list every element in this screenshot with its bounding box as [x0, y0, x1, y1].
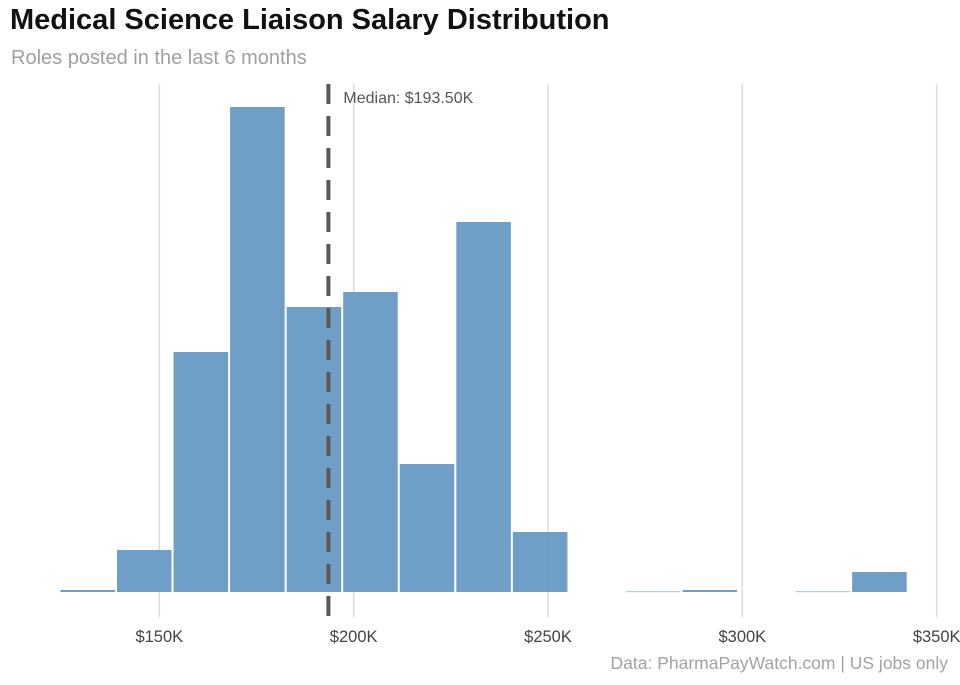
histogram-bar [852, 572, 907, 592]
histogram-bar [286, 307, 342, 592]
x-tick-label: $300K [718, 628, 766, 646]
histogram-bar [60, 590, 115, 592]
histogram-bar [173, 352, 229, 592]
chart-title: Medical Science Liaison Salary Distribut… [10, 4, 610, 36]
x-tick-label: $350K [913, 628, 960, 646]
x-tick-label: $200K [330, 628, 378, 646]
x-tick-label: $250K [524, 628, 572, 646]
chart-subtitle: Roles posted in the last 6 months [11, 47, 307, 69]
histogram-bar [795, 591, 851, 593]
median-label: Median: $193.50K [343, 90, 473, 107]
histogram-bar [399, 464, 455, 592]
histogram-bar [230, 107, 285, 592]
histogram-bar [512, 532, 568, 592]
histogram-bar [116, 550, 172, 592]
chart-caption: Data: PharmaPayWatch.com | US jobs only [610, 653, 949, 673]
histogram-bar [682, 590, 738, 592]
histogram-bar [343, 292, 398, 592]
x-tick-label: $150K [135, 628, 183, 646]
histogram-bar [625, 591, 681, 593]
histogram-bar [456, 222, 511, 592]
